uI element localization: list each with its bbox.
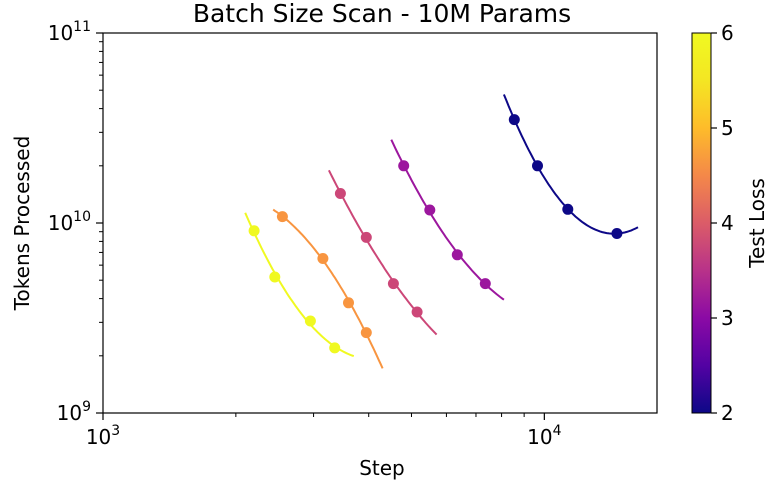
y-tick-label: 109 <box>57 399 91 425</box>
data-point-3-1 <box>424 204 436 216</box>
colorbar-gradient <box>691 32 712 414</box>
data-point-1-0 <box>276 211 288 223</box>
data-marks <box>244 94 639 369</box>
x-tick-label: 103 <box>86 423 120 449</box>
data-point-1-3 <box>360 327 372 339</box>
data-point-3-0 <box>398 160 410 172</box>
x-tick-label: 104 <box>527 423 561 449</box>
colorbar-tick-label: 4 <box>721 211 734 235</box>
data-point-4-0 <box>508 114 520 126</box>
colorbar-tick-label: 2 <box>721 401 734 425</box>
data-point-4-1 <box>532 160 543 172</box>
y-tick-label: 1010 <box>48 209 91 235</box>
data-point-0-1 <box>269 271 281 283</box>
colorbar-tick-label: 5 <box>721 116 734 140</box>
data-point-1-2 <box>343 297 354 309</box>
data-point-0-3 <box>329 342 341 354</box>
data-point-0-2 <box>304 315 316 327</box>
data-point-1-1 <box>317 253 329 264</box>
x-axis-ticks: 103 104 <box>86 413 562 449</box>
y-axis-ticks: 109 1010 1011 <box>48 19 103 425</box>
data-point-3-3 <box>479 278 491 290</box>
data-point-2-1 <box>360 231 372 243</box>
data-point-2-2 <box>387 278 399 290</box>
data-point-4-3 <box>611 228 623 239</box>
fit-curve-loss-6 <box>244 212 355 358</box>
data-point-4-2 <box>562 203 574 215</box>
colorbar-label: Test Loss <box>745 178 768 269</box>
data-point-2-3 <box>411 306 423 318</box>
y-axis-label: Tokens Processed <box>10 136 34 312</box>
data-point-0-0 <box>248 225 260 237</box>
plot-area <box>102 32 658 414</box>
chart-title: Batch Size Scan - 10M Params <box>193 0 571 28</box>
x-axis-label: Step <box>359 456 405 480</box>
colorbar-ticks: 2 3 4 5 6 <box>711 21 734 425</box>
colorbar-tick-label: 6 <box>721 21 734 45</box>
colorbar: 2 3 4 5 6 Test Loss <box>691 21 768 425</box>
data-point-3-2 <box>451 249 463 261</box>
colorbar-tick-label: 3 <box>721 306 734 330</box>
data-point-2-0 <box>334 188 346 199</box>
y-tick-label: 1011 <box>48 19 91 45</box>
